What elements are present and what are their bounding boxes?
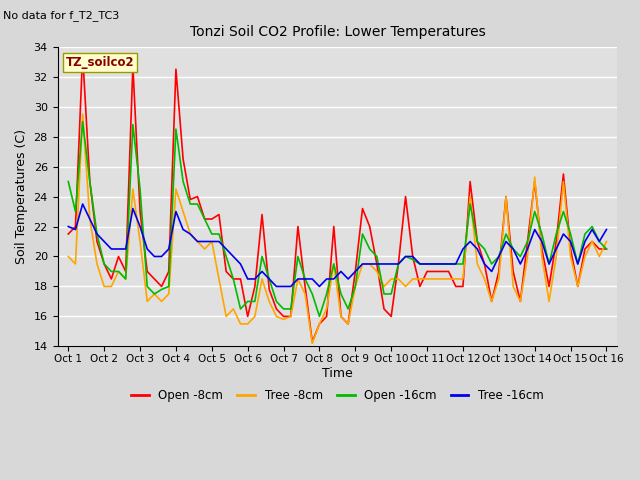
Open -16cm	[438, 261, 445, 267]
Open -16cm	[358, 231, 366, 237]
Tree -8cm	[603, 239, 611, 244]
Open -8cm	[603, 246, 611, 252]
Tree -8cm	[122, 276, 129, 282]
Tree -16cm	[509, 246, 517, 252]
Tree -8cm	[308, 340, 316, 346]
Y-axis label: Soil Temperatures (C): Soil Temperatures (C)	[15, 129, 28, 264]
Tree -8cm	[358, 261, 366, 267]
Tree -16cm	[273, 284, 280, 289]
Open -16cm	[65, 179, 72, 184]
Tree -16cm	[603, 227, 611, 232]
Line: Open -8cm: Open -8cm	[68, 54, 607, 342]
Open -16cm	[258, 253, 266, 259]
Open -8cm	[308, 339, 316, 345]
Tree -16cm	[423, 261, 431, 267]
Open -8cm	[79, 51, 86, 57]
Tree -16cm	[438, 261, 445, 267]
Open -8cm	[509, 269, 517, 275]
Open -16cm	[316, 313, 323, 319]
X-axis label: Time: Time	[322, 367, 353, 380]
Tree -8cm	[79, 111, 86, 117]
Open -16cm	[603, 246, 611, 252]
Tree -16cm	[258, 269, 266, 275]
Tree -16cm	[79, 201, 86, 207]
Open -8cm	[423, 269, 431, 275]
Open -8cm	[65, 231, 72, 237]
Text: TZ_soilco2: TZ_soilco2	[66, 56, 134, 69]
Open -8cm	[438, 269, 445, 275]
Tree -8cm	[423, 276, 431, 282]
Open -16cm	[122, 276, 129, 282]
Open -16cm	[423, 261, 431, 267]
Open -8cm	[358, 205, 366, 211]
Open -8cm	[258, 212, 266, 217]
Line: Open -16cm: Open -16cm	[68, 121, 607, 316]
Open -16cm	[79, 119, 86, 124]
Tree -16cm	[122, 246, 129, 252]
Legend: Open -8cm, Tree -8cm, Open -16cm, Tree -16cm: Open -8cm, Tree -8cm, Open -16cm, Tree -…	[127, 384, 548, 407]
Line: Tree -8cm: Tree -8cm	[68, 114, 607, 343]
Tree -8cm	[509, 284, 517, 289]
Tree -8cm	[258, 276, 266, 282]
Line: Tree -16cm: Tree -16cm	[68, 204, 607, 287]
Title: Tonzi Soil CO2 Profile: Lower Temperatures: Tonzi Soil CO2 Profile: Lower Temperatur…	[189, 24, 485, 38]
Open -16cm	[509, 246, 517, 252]
Tree -8cm	[438, 276, 445, 282]
Tree -16cm	[358, 261, 366, 267]
Tree -8cm	[65, 253, 72, 259]
Open -8cm	[122, 269, 129, 275]
Tree -16cm	[65, 224, 72, 229]
Text: No data for f_T2_TC3: No data for f_T2_TC3	[3, 10, 120, 21]
